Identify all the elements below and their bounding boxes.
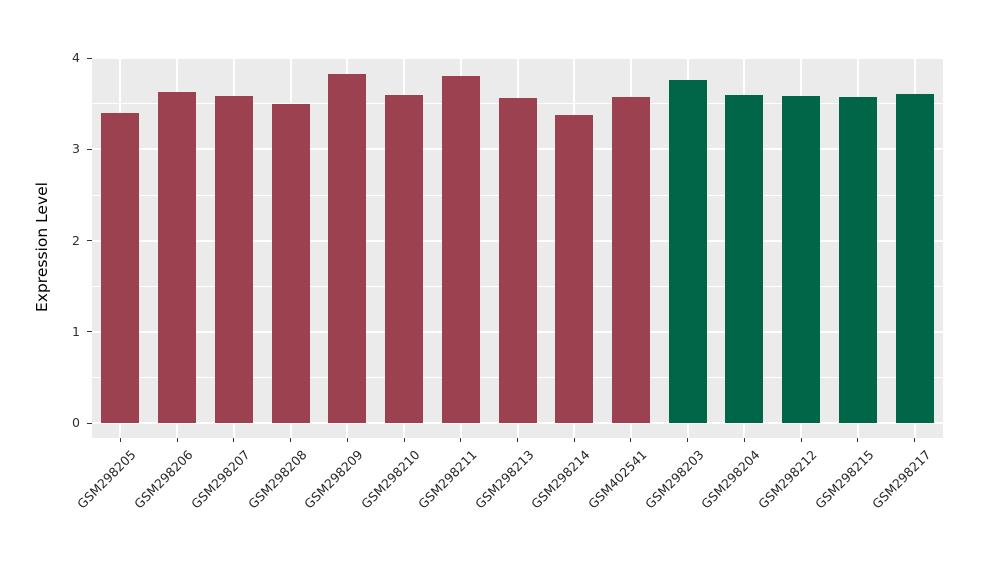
x-tick-label: GSM298207 [187, 447, 253, 512]
x-tick-label: GSM298210 [358, 447, 423, 512]
x-tick-mark [914, 438, 916, 442]
y-tick-mark [87, 57, 92, 59]
x-tick-mark [460, 438, 462, 442]
x-tick-label: GSM298211 [414, 447, 480, 512]
y-tick-mark [87, 331, 92, 333]
bar [271, 103, 310, 423]
y-tick-label: 4 [72, 50, 80, 66]
bar [838, 96, 877, 423]
x-tick-label: GSM298206 [131, 447, 196, 512]
plot-panel [92, 57, 943, 438]
x-tick-mark [743, 438, 745, 442]
x-tick-label: GSM298209 [301, 447, 366, 512]
x-tick-mark [119, 438, 121, 442]
bar [668, 80, 707, 423]
x-tick-label: GSM298205 [74, 447, 139, 512]
bar [385, 94, 424, 423]
x-tick-label: GSM298217 [868, 447, 934, 512]
y-tick-label: 1 [72, 323, 80, 339]
x-tick-mark [176, 438, 178, 442]
x-tick-label: GSM298215 [812, 447, 877, 512]
x-tick-label: GSM298208 [244, 447, 310, 512]
bar [101, 112, 140, 423]
bar [214, 95, 253, 423]
x-tick-label: GSM298204 [698, 447, 764, 512]
x-tick-label: GSM298213 [471, 447, 537, 512]
bar [782, 95, 821, 423]
x-tick-mark [687, 438, 689, 442]
x-tick-mark [517, 438, 518, 442]
x-tick-mark [857, 438, 859, 442]
x-tick-label: GSM402541 [585, 447, 650, 512]
bar [725, 94, 764, 423]
y-tick-label: 0 [72, 415, 80, 430]
bar [611, 97, 650, 423]
x-tick-mark [800, 438, 802, 442]
bar [498, 98, 537, 423]
y-tick-label: 3 [72, 141, 80, 157]
x-tick-mark [630, 438, 632, 442]
x-tick-mark [573, 438, 575, 442]
x-tick-mark [233, 438, 235, 442]
x-tick-label: GSM298214 [528, 447, 593, 512]
x-tick-mark [403, 438, 405, 442]
x-tick-mark [346, 438, 348, 442]
x-tick-mark [290, 438, 292, 442]
y-tick-mark [87, 148, 92, 150]
x-tick-label: GSM298212 [755, 447, 820, 512]
bar [158, 91, 197, 423]
y-tick-label: 2 [72, 232, 80, 248]
bar [895, 93, 934, 423]
bar [555, 114, 594, 423]
y-tick-mark [87, 240, 92, 242]
x-tick-label: GSM298203 [641, 447, 707, 512]
bar [328, 73, 367, 423]
y-tick-mark [87, 422, 92, 424]
bar [441, 75, 480, 423]
